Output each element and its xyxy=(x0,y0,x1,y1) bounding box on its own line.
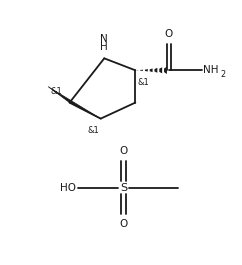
Polygon shape xyxy=(140,70,143,71)
Polygon shape xyxy=(164,67,167,74)
Text: O: O xyxy=(119,147,128,156)
Text: H: H xyxy=(100,42,108,52)
Text: &1: &1 xyxy=(137,78,149,87)
Text: NH: NH xyxy=(203,65,218,75)
Text: &1: &1 xyxy=(88,126,99,135)
Text: HO: HO xyxy=(60,183,76,192)
Polygon shape xyxy=(154,68,157,73)
Text: S: S xyxy=(120,183,127,192)
Text: 2: 2 xyxy=(221,70,226,79)
Text: &1: &1 xyxy=(51,87,62,96)
Polygon shape xyxy=(48,87,101,119)
Text: O: O xyxy=(119,219,128,229)
Text: N: N xyxy=(100,34,108,45)
Polygon shape xyxy=(145,69,148,72)
Text: O: O xyxy=(165,29,173,39)
Polygon shape xyxy=(150,68,152,72)
Polygon shape xyxy=(159,67,162,73)
